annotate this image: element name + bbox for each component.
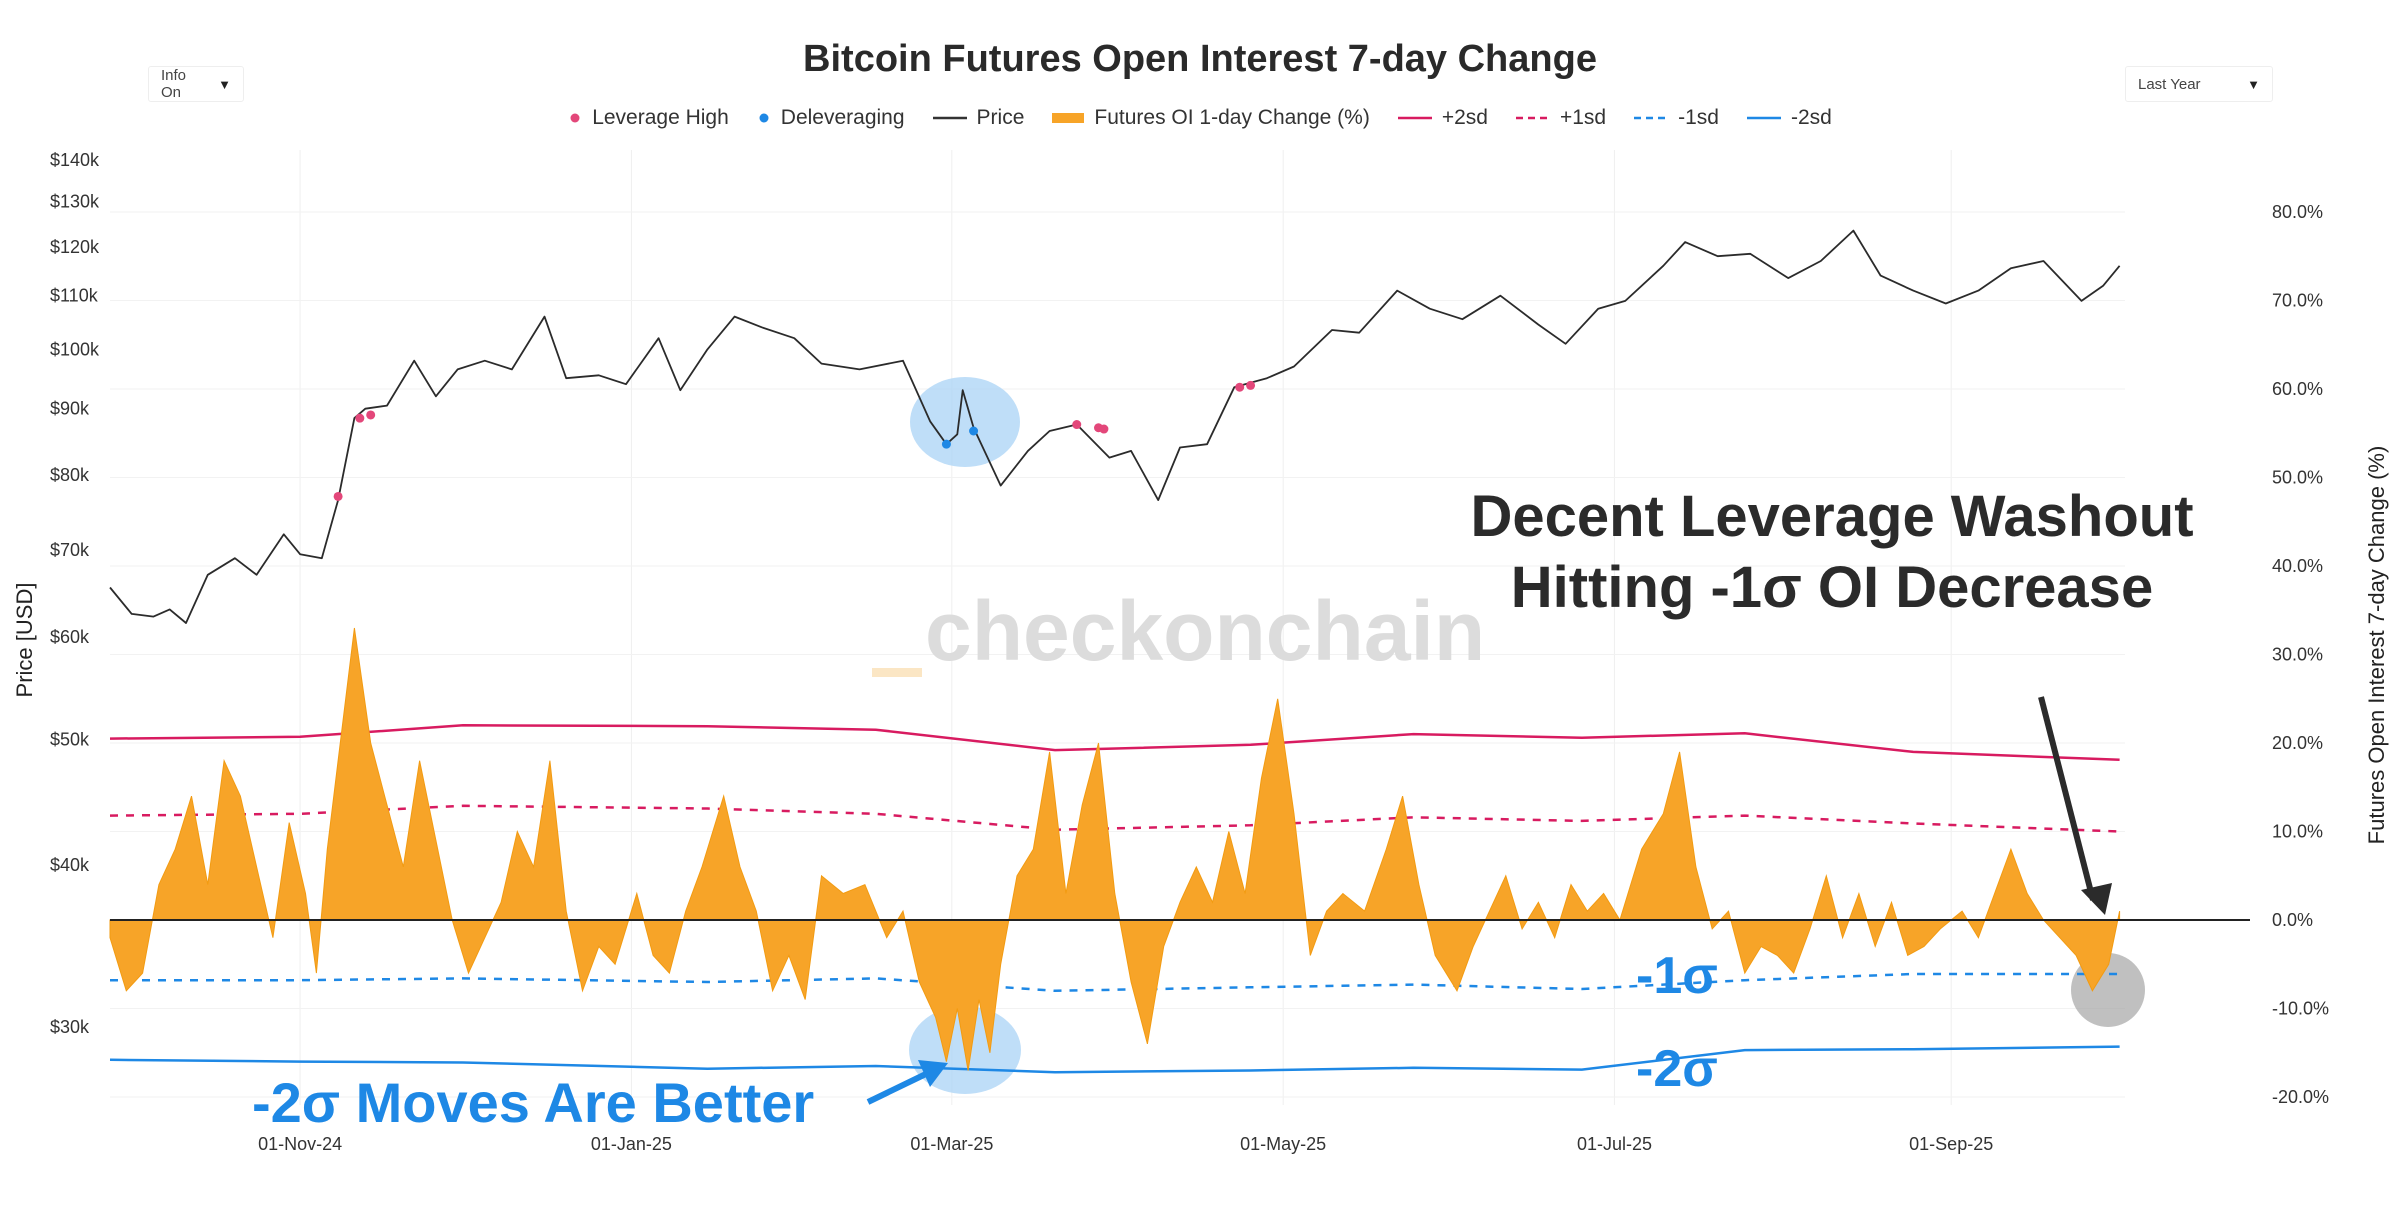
left-tick-label: $100k [50,339,100,359]
range-label: Last Year [2138,75,2201,93]
left-tick-label: $80k [50,465,90,485]
legend-swatch [932,116,967,120]
right-tick-label: 60.0% [2272,379,2323,399]
annotation-minus2sigma: -2σ [1636,1040,1718,1098]
right-tick-label: -10.0% [2272,999,2329,1019]
legend-item[interactable]: Price [932,106,1025,130]
right-tick-label: 20.0% [2272,733,2323,753]
right-tick-label: 30.0% [2272,645,2323,665]
annotation-arrowhead-2sigma [918,1060,948,1087]
legend-label: Price [976,106,1025,129]
right-tick-label: 10.0% [2272,822,2323,842]
leverage-high-point [1235,382,1245,392]
left-tick-label: $50k [50,729,90,749]
legend-label: +1sd [1559,106,1607,129]
x-axis-ticks: 01-Nov-24 01-Jan-25 01-Mar-25 01-May-25 01-J… [258,1134,1993,1154]
price-line [109,229,2121,624]
band-plus-2sd [109,724,2120,762]
left-axis-label: Price [USD] [12,583,37,698]
band-plus-1sd [109,804,2120,833]
x-tick-label: 01-Jul-25 [1577,1134,1652,1154]
legend-item[interactable]: -1sd [1634,106,1719,130]
legend-swatch [1515,116,1550,120]
annotation-washout-line2: Hitting -1σ OI Decrease [1511,555,2153,620]
x-tick-label: 01-Jan-25 [591,1134,672,1154]
leverage-high-point [366,410,376,420]
legend-item[interactable]: -2sd [1746,106,1832,130]
right-tick-label: 0.0% [2272,910,2313,930]
annotation-2sigma-better: -2σ Moves Are Better [252,1071,814,1134]
right-tick-label: 70.0% [2272,291,2323,311]
grid-lines [110,150,2125,1105]
legend-label: -2sd [1790,106,1832,129]
info-toggle-dropdown[interactable]: Info On ▼ [148,66,244,102]
legend-label: Futures OI 1-day Change (%) [1094,106,1370,129]
left-tick-label: $140k [50,150,100,170]
right-tick-label: 80.0% [2272,202,2323,222]
x-tick-label: 01-Mar-25 [910,1134,993,1154]
left-tick-label: $60k [50,627,90,647]
legend-item[interactable]: +1sd [1515,106,1607,130]
legend-label: Leverage High [592,106,729,129]
legend-item[interactable]: Deleveraging [757,106,905,130]
watermark: checkonchain [925,584,1485,678]
highlight-deleveraging [910,377,1020,467]
range-dropdown[interactable]: Last Year ▼ [2125,66,2273,102]
legend-swatch [570,113,580,123]
left-axis-ticks: $140k $130k $120k $110k $100k $90k $80k $70k $60… [50,150,100,1037]
legend-item[interactable]: Futures OI 1-day Change (%) [1052,106,1370,130]
legend-label: -1sd [1678,106,1719,129]
right-axis-ticks: 80.0% 70.0% 60.0% 50.0% 40.0% 30.0% 20.0% 10.0%… [2272,202,2329,1107]
annotation-washout-line1: Decent Leverage Washout [1470,484,2193,549]
leverage-high-point [355,413,365,423]
legend-label: +2sd [1441,106,1488,129]
info-toggle-label: Info On [161,67,187,101]
deleveraging-point [969,426,979,436]
left-tick-label: $70k [50,540,90,560]
right-tick-label: 50.0% [2272,468,2323,488]
legend-swatch [1397,116,1432,120]
chart-legend: Leverage High Deleveraging Price Futures OI… [0,106,2400,130]
left-tick-label: $130k [50,192,100,212]
oi-area [109,627,2250,1071]
left-tick-label: $110k [50,286,99,306]
chevron-down-icon: ▼ [2247,76,2260,92]
leverage-high-point [1246,380,1256,390]
right-tick-label: 40.0% [2272,556,2323,576]
band-minus-1sd [110,972,2120,993]
legend-item[interactable]: +2sd [1397,106,1488,130]
x-tick-label: 01-May-25 [1240,1134,1326,1154]
annotation-minus1sigma: -1σ [1636,947,1718,1005]
legend-label: Deleveraging [780,106,905,129]
left-tick-label: $40k [50,855,90,875]
left-tick-label: $90k [50,399,90,419]
legend-swatch [759,113,769,123]
annotation-arrow-washout [2038,696,2096,901]
legend-swatch [1746,116,1781,120]
x-tick-label: 01-Nov-24 [258,1134,342,1154]
band-minus-2sd [109,1045,2120,1074]
leverage-high-point [1072,420,1082,430]
left-tick-label: $120k [50,237,100,257]
chevron-down-icon: ▼ [218,76,231,92]
legend-swatch [1052,113,1085,123]
annotations: Decent Leverage Washout Hitting -1σ OI D… [252,484,2194,1134]
leverage-high-point [1099,424,1109,434]
chart-title: Bitcoin Futures Open Interest 7-day Chan… [803,38,1597,80]
x-tick-label: 01-Sep-25 [1909,1134,1993,1154]
watermark-underscore [872,668,922,677]
price-series [109,229,2121,624]
legend-swatch [1634,116,1669,120]
right-axis-label: Futures Open Interest 7-day Change (%) [2364,446,2389,845]
leverage-high-point [333,491,343,501]
right-tick-label: -20.0% [2272,1087,2329,1107]
oi-change-area [109,627,2121,1071]
legend-item[interactable]: Leverage High [568,106,729,130]
left-tick-label: $30k [50,1017,90,1037]
annotation-arrowhead-washout [2081,883,2112,915]
annotation-arrow-2sigma [866,1069,932,1105]
deleveraging-point [941,439,951,449]
signal-points [333,380,1256,501]
